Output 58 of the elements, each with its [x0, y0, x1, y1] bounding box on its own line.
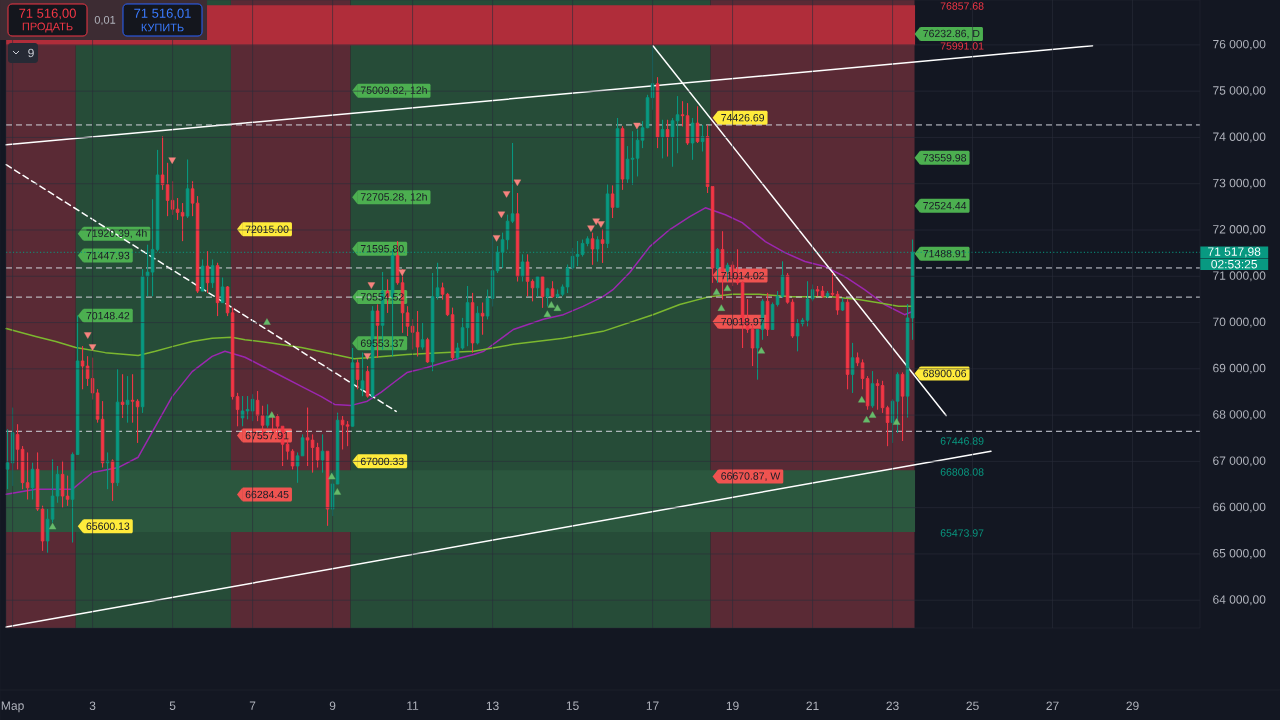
data-label: 70148.42	[86, 311, 130, 320]
y-tick-label: 76 000,00	[1213, 39, 1266, 50]
x-tick-label: 15	[566, 701, 579, 710]
annotation: 76857.68	[940, 2, 984, 10]
x-tick-label: 19	[726, 701, 739, 711]
data-label: 67557.91	[245, 431, 289, 440]
data-label: 73559.98	[923, 154, 967, 162]
annotation: 71 516,00	[19, 8, 76, 20]
y-tick-label: 66 000,00	[1213, 502, 1266, 513]
y-tick-label: 69 000,00	[1213, 363, 1266, 374]
x-tick-label: 3	[89, 701, 96, 711]
annotation: 67446.89	[940, 437, 984, 445]
annotation: 65473.97	[940, 529, 984, 537]
x-tick-label: 21	[806, 701, 819, 710]
y-tick-label: 73 000,00	[1213, 178, 1266, 189]
data-label: 74426.69	[721, 113, 765, 122]
data-label: 66284.45	[245, 490, 289, 499]
x-tick-label: 5	[169, 701, 176, 710]
data-label: 72705.28, 12h	[360, 192, 427, 202]
data-label: 71920.39, 4h	[86, 229, 147, 239]
x-tick-label: 13	[486, 701, 499, 711]
x-tick-label: 7	[249, 701, 256, 710]
y-tick-label: 68 000,00	[1213, 410, 1266, 421]
y-tick-label: 64 000,00	[1213, 595, 1266, 606]
x-tick-label: 17	[646, 701, 659, 710]
data-label: 72015.00	[245, 225, 289, 234]
x-tick-label: 23	[886, 701, 899, 711]
y-tick-label: 75 000,00	[1213, 86, 1266, 97]
annotation: ПРОДАТЬ	[22, 22, 73, 33]
data-label: 76232.86, D	[923, 29, 980, 39]
data-label: 68900.06	[923, 369, 967, 378]
x-tick-label: 11	[407, 701, 419, 710]
y-tick-label: 67 000,00	[1213, 456, 1266, 467]
y-tick-label: 74 000,00	[1213, 132, 1266, 143]
x-tick-label: Мар	[1, 701, 24, 713]
data-label: 67000.33	[360, 457, 404, 466]
data-label: 75009.82, 12h	[360, 86, 427, 96]
annotation: КУПИТЬ	[141, 23, 184, 32]
ref-line-label: 71 517,98	[1208, 247, 1261, 258]
data-label: 71488.91	[923, 249, 967, 258]
annotation: 9	[28, 48, 34, 58]
y-tick-label: 71 000,00	[1213, 271, 1266, 282]
annotation: 0,01	[94, 15, 116, 26]
x-tick-label: 25	[966, 701, 979, 711]
x-tick-label: 9	[329, 701, 336, 711]
y-tick-label: 70 000,00	[1213, 317, 1266, 328]
text: 02:53:25	[1211, 259, 1258, 269]
annotation: 71 516,01	[134, 8, 191, 20]
data-label: 66670.87, W	[721, 472, 781, 481]
annotation: 66808.08	[940, 468, 984, 476]
y-tick-label: 65 000,00	[1213, 548, 1266, 559]
x-tick-label: 27	[1046, 701, 1059, 710]
annotation: 75991.01	[940, 42, 984, 50]
x-tick-label: 29	[1126, 701, 1139, 711]
data-label: 71447.93	[86, 251, 130, 260]
data-label: 65600.13	[86, 522, 130, 530]
y-tick-label: 72 000,00	[1213, 225, 1266, 235]
data-label: 72524.44	[923, 202, 967, 210]
